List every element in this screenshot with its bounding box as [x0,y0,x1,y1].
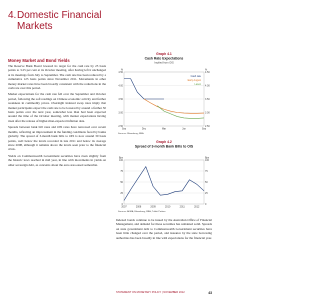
data-line [124,78,164,100]
paragraph: Spreads between bank bill rates and OIS … [8,125,106,152]
y-tick-label: 0 [122,203,124,206]
x-tick-label: 2008 [136,206,142,209]
unit-label: % [121,69,124,72]
data-line [157,105,205,119]
graph-title: Cash Rate Expectations [145,57,184,61]
y-tick-label: 2.50 [205,125,210,128]
legend-label: Latest [194,83,201,86]
data-line [143,98,205,114]
x-tick-label: 2010 [165,206,171,209]
unit-label: % [205,69,208,72]
y-tick-label: 2.50 [118,125,123,128]
section-heading: Money Market and Bond Yields [8,58,70,63]
footer: STATEMENT ON MONETARY POLICY | NOVEMBER … [116,290,212,295]
paragraph: Market expectations for the cash rate fe… [8,92,106,123]
graph-label: Graph 4.2 [156,140,172,144]
x-tick-label: 2011 [180,206,186,209]
page: {"header": {"number": "4.", "title": "Do… [8,10,212,295]
unit-label: Bps [205,157,210,160]
x-tick-label: Dec [142,128,147,131]
body-text: The Reserve Bank Board lowered its targe… [8,64,106,286]
unit-label: Bps [119,157,124,160]
legend-label: Early August [188,79,202,82]
graph-source: Sources: AFMA; Bloomberg; RBA; Tullett P… [118,210,166,213]
paragraph: Yields on Commonwealth Government securi… [8,153,106,167]
y-tick-label: 100 [205,159,210,162]
graph-label: Graph 4.1 [156,52,172,56]
y-tick-label: 3.50 [205,98,210,101]
y-tick-label: 4.50 [205,71,210,74]
chapter-number: 4. [8,10,17,21]
x-tick-label: Jun [182,128,187,131]
graph-source: Sources: Bloomberg; RBA [118,132,144,135]
y-tick-label: 4.00 [118,84,123,87]
body-text: Indexed bonds continue to be issued by t… [116,218,212,286]
y-tick-label: 3.00 [205,111,210,114]
graph-subtitle: Implied from OIS [154,61,174,65]
y-tick-label: 4.00 [205,84,210,87]
y-tick-label: 25 [120,192,123,195]
y-tick-label: 75 [120,170,123,173]
x-tick-label: 2007 [121,206,127,209]
legend-label: Cash rate [191,75,202,78]
y-tick-label: 4.50 [118,71,123,74]
y-tick-label: 50 [205,181,208,184]
x-tick-label: Mar [162,128,166,131]
paragraph: Indexed bonds continue to be issued by t… [116,218,212,240]
x-tick-label: Sep [122,128,127,131]
paragraph: The Reserve Bank Board lowered its targe… [8,64,106,91]
y-tick-label: 100 [119,159,124,162]
x-tick-label: 2012 [194,206,200,209]
y-tick-label: 3.50 [118,98,123,101]
y-tick-label: 25 [205,192,208,195]
footer-text: STATEMENT ON MONETARY POLICY | NOVEMBER … [116,291,185,294]
x-tick-label: 2009 [150,206,156,209]
y-tick-label: 0 [205,203,207,206]
y-tick-label: 50 [120,181,123,184]
y-tick-label: 3.00 [118,111,123,114]
chapter-title: Domestic Financial Markets [17,10,102,32]
y-tick-label: 75 [205,170,208,173]
graph-title: Spread of 3-month Bank Bills to OIS [135,145,194,149]
x-tick-label: Sep [202,128,207,131]
data-line [123,165,205,201]
page-number: 43 [208,290,212,295]
